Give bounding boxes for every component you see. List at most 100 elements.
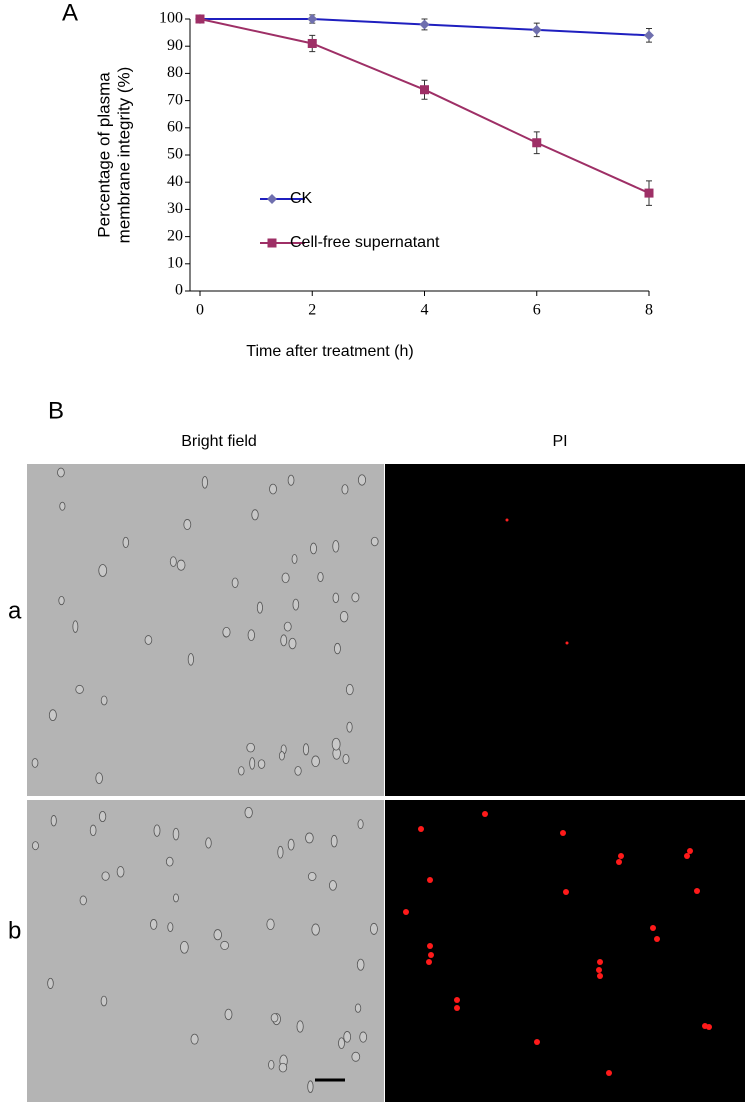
cell — [169, 556, 177, 567]
cell — [305, 832, 314, 844]
stained-cell — [597, 959, 603, 965]
stained-cell — [596, 967, 602, 973]
cell — [222, 627, 231, 638]
cell — [356, 958, 365, 971]
data-point — [644, 188, 654, 198]
y-tick-label: 80 — [167, 64, 183, 81]
y-axis-title-line: Percentage of plasma — [94, 72, 113, 238]
stained-cell — [597, 973, 603, 979]
data-point — [532, 138, 542, 148]
cell — [213, 929, 222, 941]
data-point — [307, 14, 318, 24]
cell — [205, 837, 212, 849]
cell — [98, 564, 108, 577]
y-tick-label: 90 — [167, 37, 183, 54]
legend-marker — [267, 238, 277, 248]
stained-cell — [505, 518, 509, 522]
cell — [278, 1062, 288, 1073]
data-point — [644, 30, 654, 41]
stained-cell — [706, 1024, 712, 1030]
cell — [247, 629, 255, 641]
cell — [292, 598, 300, 611]
cell — [116, 866, 125, 878]
cell — [287, 838, 295, 851]
pi-image — [385, 800, 745, 1102]
y-tick-label: 50 — [167, 146, 183, 163]
stained-cell — [403, 909, 409, 915]
column-label: PI — [552, 433, 567, 450]
stained-cell — [654, 936, 660, 942]
cell — [339, 611, 349, 623]
x-tick-label: 4 — [421, 302, 429, 319]
cell — [122, 536, 130, 548]
stained-cell — [684, 853, 690, 859]
legend-marker — [267, 194, 277, 204]
cell — [283, 621, 292, 632]
stained-cell — [426, 959, 432, 965]
pi-image — [385, 464, 745, 796]
column-label: Bright field — [181, 433, 257, 450]
data-point — [307, 38, 317, 48]
cell — [269, 483, 277, 495]
cell — [359, 1031, 368, 1043]
cell — [311, 755, 320, 768]
row-label: b — [8, 917, 21, 944]
cell — [370, 922, 378, 935]
cell — [296, 1020, 304, 1033]
panel-label: A — [62, 0, 78, 26]
cell — [183, 519, 192, 530]
cell — [172, 827, 180, 841]
cell — [277, 845, 284, 859]
row-label: a — [8, 597, 22, 624]
y-tick-label: 0 — [175, 282, 183, 299]
cell — [98, 810, 107, 823]
stained-cell — [618, 853, 624, 859]
y-tick-label: 40 — [167, 173, 183, 190]
cell — [100, 995, 108, 1007]
x-axis-title: Time after treatment (h) — [246, 343, 413, 360]
cell — [345, 684, 354, 696]
cell — [144, 635, 153, 645]
cell — [343, 1031, 352, 1043]
cell — [291, 554, 298, 564]
cell — [238, 766, 245, 776]
legend-label: Cell-free supernatant — [290, 234, 440, 251]
y-tick-label: 70 — [167, 91, 183, 108]
cell — [330, 834, 338, 848]
stained-cell — [534, 1039, 540, 1045]
cell — [251, 509, 259, 521]
cell — [89, 824, 97, 837]
cell — [75, 684, 84, 694]
stained-cell — [606, 1070, 612, 1076]
cell — [270, 1013, 279, 1023]
y-axis-title-line: membrane integrity (%) — [114, 67, 133, 244]
stained-cell — [687, 848, 693, 854]
cell — [354, 1003, 362, 1013]
cell — [332, 540, 340, 553]
cell — [294, 766, 302, 776]
cell — [332, 592, 340, 604]
cell — [231, 577, 239, 588]
y-tick-label: 20 — [167, 227, 183, 244]
stained-cell — [565, 641, 569, 645]
series-line — [199, 18, 650, 194]
x-tick-label: 6 — [533, 302, 541, 319]
cell — [176, 559, 186, 571]
cell — [307, 1080, 314, 1093]
cell — [311, 923, 320, 936]
stained-cell — [694, 888, 700, 894]
stained-cell — [427, 943, 433, 949]
stained-cell — [454, 1005, 460, 1011]
cell — [351, 1051, 361, 1062]
cell — [249, 757, 256, 770]
cell — [266, 918, 275, 931]
stained-cell — [482, 811, 488, 817]
cell — [357, 474, 367, 486]
stained-cell — [650, 925, 656, 931]
cell — [329, 880, 337, 891]
cell — [150, 919, 158, 930]
cell — [281, 572, 290, 584]
y-tick-label: 100 — [159, 10, 183, 27]
